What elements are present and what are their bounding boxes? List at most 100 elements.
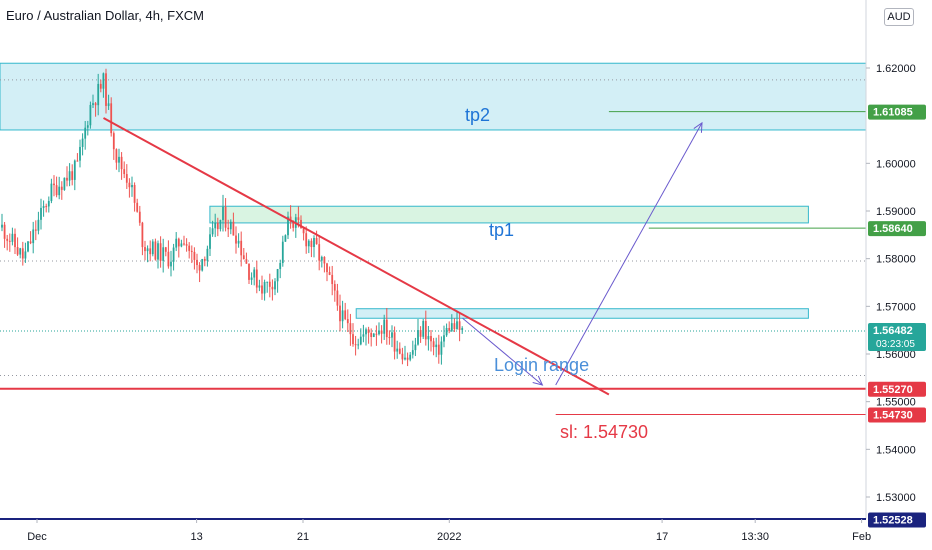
candle-body-173	[450, 323, 453, 331]
candle-body-11	[29, 241, 32, 244]
candle-body-2	[6, 238, 9, 241]
candle-body-42	[110, 103, 113, 134]
candle-body-165	[430, 336, 432, 342]
candle-body-134	[349, 323, 352, 335]
resistance-zone	[355, 308, 809, 319]
candle-body-56	[146, 248, 149, 252]
candle-body-38	[99, 83, 102, 89]
candle-body-102	[266, 281, 269, 283]
candle-body-76	[198, 265, 201, 271]
candle-body-132	[344, 310, 347, 320]
candle-body-55	[144, 247, 146, 252]
candle-body-133	[346, 319, 349, 324]
currency-badge[interactable]: AUD	[884, 8, 914, 26]
candle-body-33	[86, 125, 89, 128]
y-tick-label-3: 1.56000	[876, 349, 916, 361]
candle-body-62	[162, 247, 165, 261]
candle-body-82	[214, 222, 217, 229]
candle-body-41	[107, 103, 110, 106]
candle-body-80	[209, 234, 211, 249]
candle-body-94	[245, 259, 248, 264]
candle-body-98	[255, 269, 258, 288]
candle-body-128	[333, 284, 336, 291]
candle-body-9	[24, 251, 27, 259]
price-badge-4	[868, 407, 926, 423]
candle-body-87	[227, 227, 230, 230]
price-badge-text-1: 1.58640	[873, 223, 913, 235]
dotted-levels-layer	[0, 79, 866, 376]
candle-body-15	[40, 207, 42, 220]
candle-body-147	[383, 319, 386, 334]
candle-body-39	[102, 73, 105, 89]
candle-body-66	[172, 247, 175, 262]
candle-body-105	[274, 281, 276, 290]
candle-body-31	[81, 138, 84, 147]
arrow-line-0	[462, 317, 543, 386]
candle-body-49	[128, 182, 131, 188]
candle-body-106	[276, 269, 279, 282]
candle-body-142	[370, 332, 373, 337]
candle-body-71	[185, 244, 188, 246]
arrow-head-1	[693, 121, 703, 133]
candle-body-130	[339, 305, 341, 322]
candle-body-12	[32, 229, 35, 244]
candle-body-60	[157, 243, 159, 260]
candle-body-172	[448, 327, 451, 331]
candle-body-13	[34, 229, 37, 231]
candle-body-52	[136, 202, 139, 212]
candle-body-81	[211, 228, 214, 235]
price-badge-countdown-2: 03:23:05	[876, 339, 915, 350]
candle-body-112	[292, 221, 295, 228]
candle-body-101	[263, 281, 266, 294]
arrow-head-0	[532, 375, 544, 386]
candle-body-16	[42, 206, 45, 208]
candle-body-86	[224, 206, 227, 228]
y-tick-label-7: 1.60000	[876, 158, 916, 170]
candle-body-45	[118, 156, 120, 163]
candle-body-74	[193, 251, 196, 260]
candle-body-40	[105, 73, 107, 106]
candle-body-36	[94, 103, 97, 106]
candle-body-168	[437, 344, 440, 355]
candle-body-138	[359, 336, 362, 345]
candle-body-96	[250, 277, 253, 280]
candle-body-160	[417, 330, 419, 345]
price-badge-text-0: 1.61085	[873, 107, 913, 119]
candle-body-137	[357, 344, 360, 346]
candle-body-161	[419, 330, 422, 337]
candle-body-59	[154, 241, 157, 260]
candle-body-53	[138, 211, 141, 223]
login-range-label: Login range	[494, 355, 589, 375]
candle-body-6	[16, 247, 19, 255]
candle-body-156	[406, 357, 409, 360]
candle-body-95	[248, 263, 250, 280]
candle-body-169	[440, 341, 443, 355]
candle-body-124	[323, 256, 326, 264]
candle-body-125	[326, 263, 328, 273]
candle-body-135	[352, 334, 354, 345]
candle-body-65	[170, 261, 172, 267]
candle-body-150	[391, 332, 393, 338]
candle-body-10	[27, 241, 29, 252]
x-tick-label-4: 17	[656, 531, 668, 543]
candle-body-77	[201, 258, 204, 271]
candle-body-69	[180, 243, 183, 247]
candle-body-110	[287, 216, 289, 236]
candle-body-175	[456, 321, 458, 330]
price-badge-2	[868, 323, 926, 352]
candle-body-26	[68, 171, 71, 181]
chart-title: Euro / Australian Dollar, 4h, FXCM	[6, 8, 204, 23]
candle-body-3	[8, 240, 11, 242]
candle-body-61	[159, 243, 162, 261]
candle-body-103	[268, 281, 271, 287]
candle-body-21	[55, 185, 58, 196]
candle-body-104	[271, 286, 274, 290]
candle-body-75	[196, 259, 198, 266]
candle-body-35	[92, 103, 94, 105]
candle-body-25	[66, 177, 68, 181]
candle-body-83	[216, 222, 219, 230]
price-badge-3	[868, 381, 926, 397]
candle-body-4	[11, 233, 14, 242]
